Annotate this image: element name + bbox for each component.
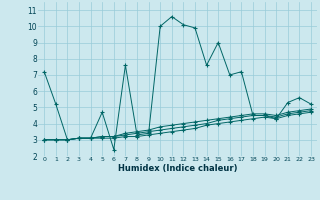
X-axis label: Humidex (Indice chaleur): Humidex (Indice chaleur) bbox=[118, 164, 237, 173]
